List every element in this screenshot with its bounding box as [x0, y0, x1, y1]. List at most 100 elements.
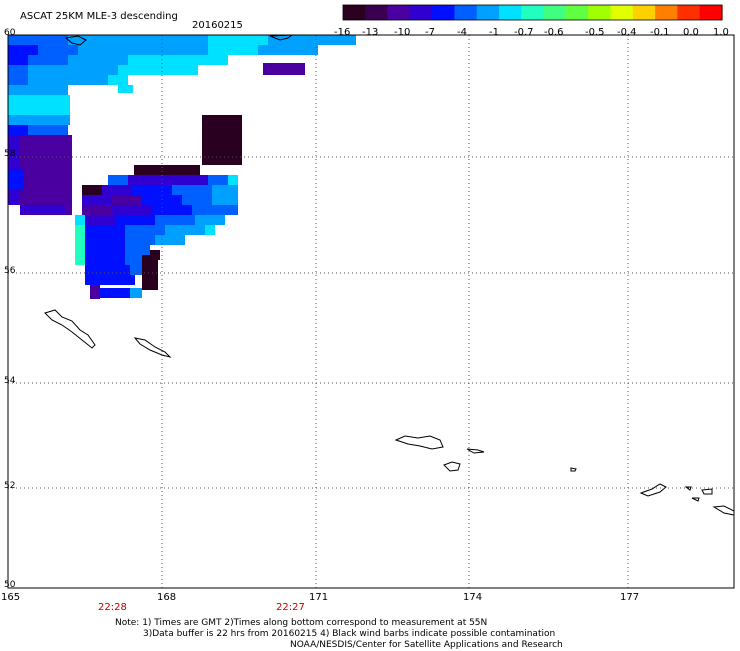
lat-lon-grid	[8, 35, 734, 588]
data-cell	[8, 105, 70, 115]
data-cell	[85, 225, 125, 235]
colorbar-swatch	[387, 5, 411, 20]
colorbar-swatch	[565, 5, 589, 20]
data-cell	[82, 195, 112, 205]
coastline	[639, 483, 667, 497]
data-cell	[75, 225, 85, 235]
data-cell	[182, 195, 212, 205]
lat-label: 52	[4, 481, 16, 491]
coastline	[64, 35, 87, 46]
data-cell	[28, 55, 68, 65]
colorbar-swatch	[610, 5, 634, 20]
colorbar-swatch	[699, 5, 723, 20]
data-cell	[85, 265, 130, 275]
coastline	[701, 488, 713, 495]
data-cell	[212, 195, 238, 205]
data-cell	[8, 125, 28, 135]
data-cell	[258, 45, 318, 55]
data-cell	[208, 175, 228, 185]
data-cell	[165, 225, 205, 235]
data-cell	[38, 45, 78, 55]
data-cell	[85, 275, 135, 285]
colorbar-label: -0.1	[650, 27, 670, 38]
data-cell	[155, 235, 185, 245]
coastline	[691, 497, 700, 502]
colorbar-label: -0.6	[544, 27, 564, 38]
data-cell	[125, 225, 165, 235]
coastline	[684, 486, 692, 491]
data-cell	[82, 205, 112, 215]
data-cell	[228, 175, 238, 185]
colorbar-swatch	[543, 5, 567, 20]
data-cell	[158, 65, 198, 75]
data-cell	[112, 195, 142, 205]
data-cell	[8, 170, 23, 190]
colorbar-swatch	[432, 5, 456, 20]
colorbar-swatch	[343, 5, 366, 20]
data-cell	[198, 55, 228, 65]
colorbar	[342, 4, 723, 21]
data-cell	[152, 205, 192, 215]
lon-label: 177	[620, 592, 640, 603]
data-cell	[78, 45, 138, 55]
data-cell	[155, 215, 195, 225]
data-cell	[85, 235, 125, 245]
data-cell	[20, 205, 65, 213]
data-cell	[128, 175, 208, 185]
coastline	[466, 448, 485, 454]
colorbar-label: -0.5	[585, 27, 605, 38]
data-cell	[8, 55, 28, 65]
colorbar-label: 0.0	[683, 27, 699, 38]
colorbar-label: -0.4	[617, 27, 637, 38]
data-cell	[100, 288, 130, 298]
data-cell	[28, 125, 68, 135]
footer-note: 3)Data buffer is 22 hrs from 20160215 4)…	[143, 629, 556, 639]
lat-label: 58	[4, 149, 16, 159]
data-cell	[28, 75, 68, 85]
data-cell	[68, 35, 128, 45]
colorbar-label: -4	[457, 27, 467, 38]
map-date: 20160215	[192, 20, 243, 31]
data-cell	[130, 288, 142, 298]
data-cell	[208, 35, 268, 45]
data-cell	[20, 135, 72, 215]
data-cell	[208, 45, 258, 55]
data-cell	[125, 255, 145, 265]
data-cell	[132, 185, 172, 195]
data-cell	[75, 245, 85, 255]
coastline	[443, 461, 461, 472]
data-cell	[68, 65, 118, 75]
lon-label: 165	[1, 592, 21, 603]
colorbar-swatch	[409, 5, 433, 20]
lon-label: 174	[463, 592, 483, 603]
colorbar-swatch	[476, 5, 500, 20]
lat-label: 60	[4, 28, 16, 38]
map-frame	[7, 34, 735, 589]
data-cell	[125, 245, 150, 255]
footer-note: Note: 1) Times are GMT 2)Times along bot…	[115, 618, 488, 628]
data-cell	[263, 63, 305, 75]
colorbar-label: -7	[425, 27, 435, 38]
data-cell	[8, 45, 38, 55]
colorbar-label: -1	[489, 27, 499, 38]
data-cell	[318, 35, 356, 45]
data-cell	[195, 215, 225, 225]
data-cell	[142, 255, 158, 290]
colorbar-swatch	[632, 5, 656, 20]
data-cell	[90, 285, 100, 299]
footer-credit: NOAA/NESDIS/Center for Satellite Applica…	[290, 640, 563, 650]
coastline	[394, 435, 444, 450]
data-cell	[212, 185, 238, 195]
colorbar-label: -16	[334, 27, 351, 38]
map-title: ASCAT 25KM MLE-3 descending	[20, 11, 178, 22]
data-cell	[138, 45, 208, 55]
data-cell	[75, 235, 85, 245]
data-cell	[8, 85, 28, 95]
lon-label: 171	[309, 592, 329, 603]
data-cell	[172, 185, 212, 195]
data-cell	[192, 205, 238, 215]
data-cell	[85, 215, 115, 225]
lon-label: 168	[157, 592, 177, 603]
colorbar-swatch	[677, 5, 701, 20]
